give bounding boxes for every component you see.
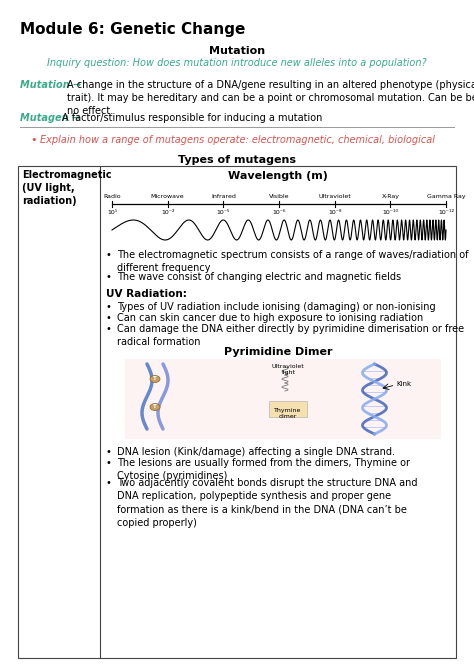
Text: The wave consist of changing electric and magnetic fields: The wave consist of changing electric an… [117, 272, 401, 282]
Text: Two adjacently covalent bonds disrupt the structure DNA and
DNA replication, pol: Two adjacently covalent bonds disrupt th… [117, 478, 418, 528]
Text: A change in the structure of a DNA/gene resulting in an altered phenotype (physi: A change in the structure of a DNA/gene … [67, 80, 474, 116]
FancyBboxPatch shape [269, 401, 307, 417]
Text: Electromagnetic
(UV light,
radiation): Electromagnetic (UV light, radiation) [22, 170, 111, 207]
Text: 10⁻¹²: 10⁻¹² [438, 210, 454, 215]
Text: Can can skin cancer due to high exposure to ionising radiation: Can can skin cancer due to high exposure… [117, 313, 423, 323]
Bar [125, 359, 441, 439]
Ellipse shape [150, 375, 160, 383]
Text: Radio: Radio [103, 194, 121, 199]
Bar [18, 166, 456, 658]
Text: Ultraviolet: Ultraviolet [319, 194, 351, 199]
Text: 10⁻⁶: 10⁻⁶ [272, 210, 286, 215]
Text: DNA lesion (Kink/damage) affecting a single DNA strand.: DNA lesion (Kink/damage) affecting a sin… [117, 447, 395, 457]
Text: •: • [106, 250, 112, 260]
Text: T: T [153, 405, 157, 409]
Text: Mutation: Mutation [209, 46, 265, 56]
Text: The lesions are usually formed from the dimers, Thymine or
Cytosine (pyrimidines: The lesions are usually formed from the … [117, 458, 410, 481]
Text: Can damage the DNA either directly by pyrimidine dimerisation or free
radical fo: Can damage the DNA either directly by py… [117, 324, 464, 347]
Text: Gamma Ray: Gamma Ray [427, 194, 465, 199]
Text: Inquiry question: How does mutation introduce new alleles into a population?: Inquiry question: How does mutation intr… [47, 58, 427, 68]
Text: Mutagen →: Mutagen → [20, 113, 80, 123]
Text: •: • [106, 478, 112, 488]
Text: 10⁻⁸: 10⁻⁸ [328, 210, 341, 215]
Text: 10¹: 10¹ [107, 210, 117, 215]
Text: •: • [30, 135, 36, 145]
Text: T: T [153, 377, 157, 381]
Text: •: • [106, 313, 112, 323]
Text: Visible: Visible [269, 194, 289, 199]
Ellipse shape [150, 403, 160, 411]
Text: •: • [106, 272, 112, 282]
Text: Mutation →: Mutation → [20, 80, 81, 90]
Text: Types of mutagens: Types of mutagens [178, 155, 296, 165]
Text: Wavelength (m): Wavelength (m) [228, 171, 328, 181]
Text: •: • [106, 324, 112, 334]
Text: Ultraviolet
light: Ultraviolet light [272, 364, 304, 375]
Text: Thymine
dimer: Thymine dimer [274, 408, 301, 419]
Text: Module 6: Genetic Change: Module 6: Genetic Change [20, 22, 246, 37]
Text: Microwave: Microwave [151, 194, 184, 199]
Text: Kink: Kink [396, 381, 411, 387]
Text: •: • [106, 302, 112, 312]
Text: Pyrimidine Dimer: Pyrimidine Dimer [224, 347, 332, 357]
Text: •: • [106, 447, 112, 457]
Text: Explain how a range of mutagens operate: electromagnetic, chemical, biological: Explain how a range of mutagens operate:… [40, 135, 435, 145]
Text: The electromagnetic spectrum consists of a range of waves/radiation of
different: The electromagnetic spectrum consists of… [117, 250, 468, 273]
Text: Types of UV radiation include ionising (damaging) or non-ionising: Types of UV radiation include ionising (… [117, 302, 436, 312]
Text: Infrared: Infrared [211, 194, 236, 199]
Text: X-Ray: X-Ray [382, 194, 399, 199]
Text: 10⁻⁵: 10⁻⁵ [217, 210, 230, 215]
Text: 10⁻¹⁰: 10⁻¹⁰ [383, 210, 398, 215]
Text: UV Radiation:: UV Radiation: [106, 289, 187, 299]
Text: A factor/stimulus responsible for inducing a mutation: A factor/stimulus responsible for induci… [62, 113, 322, 123]
Text: •: • [106, 458, 112, 468]
Text: 10⁻²: 10⁻² [161, 210, 174, 215]
